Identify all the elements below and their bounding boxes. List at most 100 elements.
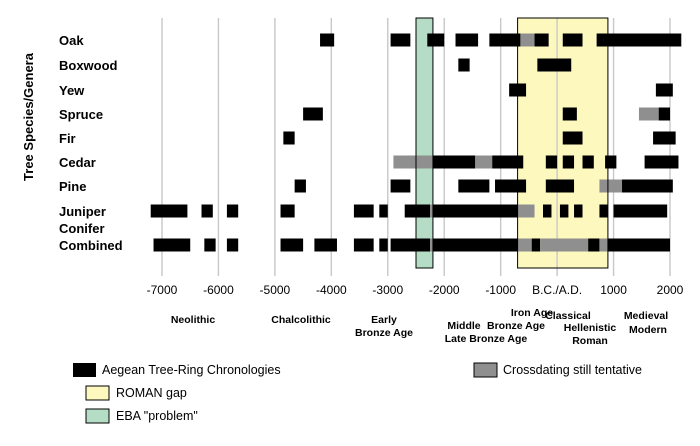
row-label-conifer-combined-line-1: Conifer xyxy=(59,221,105,236)
chronology-span-juniper xyxy=(226,204,239,218)
chronology-span-boxwood xyxy=(458,58,470,72)
x-tick-label: -5000 xyxy=(260,283,291,297)
chronology-span-juniper xyxy=(353,204,374,218)
chronology-span-conifer-combined xyxy=(390,238,431,252)
chronology-span-cedar xyxy=(432,155,476,169)
legend-label-eba-problem: EBA "problem" xyxy=(116,409,198,423)
x-tick-label: -4000 xyxy=(316,283,347,297)
legend-label-chronology: Aegean Tree-Ring Chronologies xyxy=(102,363,281,377)
era-label-roman: Roman xyxy=(572,335,608,347)
chronology-span-conifer-combined xyxy=(353,238,374,252)
chronology-span-juniper xyxy=(201,204,213,218)
gridline-layer xyxy=(161,18,671,276)
chronology-span-yew xyxy=(655,83,673,97)
x-tick-label: -3000 xyxy=(372,283,403,297)
era-label-classical: Classical xyxy=(545,310,591,322)
highlight-border-roman-gap xyxy=(517,17,609,269)
tentative-span-conifer-combined xyxy=(517,238,532,252)
chronology-span-juniper xyxy=(543,204,552,218)
tick-label-layer: -7000 -6000 -5000 -4000 -3000 -2000 -1000 B.C./… xyxy=(147,283,684,297)
x-tick-label: -6000 xyxy=(203,283,234,297)
chronology-span-conifer-combined xyxy=(432,238,518,252)
chronology-span-boxwood xyxy=(537,58,572,72)
tentative-span-juniper xyxy=(430,204,433,218)
highlight-border-eba-problem xyxy=(415,17,434,269)
highlight-border-layer xyxy=(415,17,609,269)
legend-swatch-chronology xyxy=(73,363,96,377)
chronology-span-conifer-combined xyxy=(204,238,216,252)
chronology-span-cedar xyxy=(605,155,617,169)
chronology-span-juniper xyxy=(559,204,569,218)
chronology-span-juniper xyxy=(574,204,583,218)
era-label-middle: Middle xyxy=(447,320,480,332)
chronology-span-oak xyxy=(320,33,335,47)
chronology-span-spruce xyxy=(562,107,577,121)
era-label-modern: Modern xyxy=(629,324,667,336)
tentative-span-spruce xyxy=(638,107,659,121)
legend-label-tentative: Crossdating still tentative xyxy=(503,363,642,377)
tentative-span-oak xyxy=(520,33,535,47)
row-label-oak: Oak xyxy=(59,33,84,48)
tentative-span-conifer-combined xyxy=(430,238,433,252)
x-tick-label: -7000 xyxy=(147,283,178,297)
y-axis-title: Tree Species/Genera xyxy=(21,52,36,181)
chronology-span-juniper xyxy=(150,204,188,218)
x-tick-label: B.C./A.D. xyxy=(532,283,582,297)
chronology-span-oak xyxy=(489,33,521,47)
row-label-spruce: Spruce xyxy=(59,107,103,122)
era-label-bronze-age: Bronze Age xyxy=(355,327,413,339)
chronology-span-fir xyxy=(283,131,295,145)
chronology-span-pine xyxy=(294,179,306,193)
chronology-span-oak xyxy=(562,33,583,47)
chronology-span-fir xyxy=(562,131,583,145)
chronology-span-conifer-combined xyxy=(314,238,337,252)
chronology-span-conifer-combined xyxy=(153,238,191,252)
x-tick-label: -2000 xyxy=(429,283,460,297)
tentative-span-conifer-combined xyxy=(599,238,608,252)
row-label-boxwood: Boxwood xyxy=(59,58,118,73)
chronology-span-conifer-combined xyxy=(379,238,388,252)
chronology-span-cedar xyxy=(644,155,679,169)
legend-swatch-tentative xyxy=(473,362,498,378)
era-label-early: Early xyxy=(371,314,397,326)
chronology-span-fir xyxy=(653,131,676,145)
chronology-span-juniper xyxy=(432,204,518,218)
highlight-band-eba-problem xyxy=(416,18,433,268)
era-label-neolithic: Neolithic xyxy=(171,314,215,326)
chronology-span-pine xyxy=(622,179,673,193)
chronology-span-conifer-combined xyxy=(280,238,304,252)
legend-swatch-roman-gap xyxy=(85,385,110,401)
chronology-span-pine xyxy=(458,179,490,193)
chronology-span-conifer-combined xyxy=(226,238,239,252)
tentative-span-cedar xyxy=(393,155,433,169)
legend-label-roman-gap: ROMAN gap xyxy=(116,386,187,400)
chronology-span-juniper xyxy=(404,204,431,218)
row-label-juniper: Juniper xyxy=(59,204,106,219)
chronology-span-cedar xyxy=(492,155,524,169)
row-label-pine: Pine xyxy=(59,179,86,194)
chronology-span-oak xyxy=(390,33,411,47)
highlight-band-roman-gap xyxy=(517,18,608,268)
era-label-bronze-age: Bronze Age xyxy=(487,320,545,332)
era-label-late-bronze-age: Late Bronze Age xyxy=(445,333,528,345)
legend: Aegean Tree-Ring Chronologies ROMAN gap EB… xyxy=(73,362,642,424)
era-label-iron-age: Iron Age xyxy=(511,307,553,319)
chronology-span-spruce xyxy=(303,107,323,121)
chronology-span-conifer-combined xyxy=(607,238,670,252)
tentative-span-cedar xyxy=(475,155,493,169)
chronology-span-oak xyxy=(534,33,549,47)
era-label-hellenistic: Hellenistic xyxy=(564,322,617,334)
chronology-span-cedar xyxy=(582,155,594,169)
row-label-yew: Yew xyxy=(59,83,85,98)
era-label-medieval: Medieval xyxy=(624,310,668,322)
chronology-span-cedar xyxy=(562,155,575,169)
chronology-span-pine xyxy=(545,179,575,193)
x-tick-label: 1000 xyxy=(600,283,627,297)
tentative-span-conifer-combined xyxy=(540,238,589,252)
chronology-span-juniper xyxy=(613,204,668,218)
chronology-span-conifer-combined xyxy=(531,238,541,252)
row-label-conifer-combined-line-2: Combined xyxy=(59,238,123,253)
chronology-span-cedar xyxy=(545,155,558,169)
